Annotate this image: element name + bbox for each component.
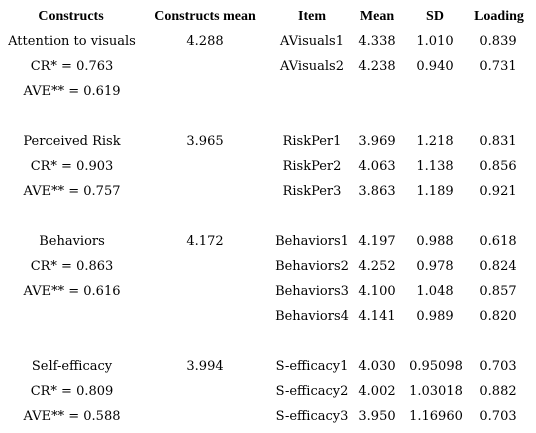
item-mean: 4.141 [358, 309, 396, 324]
item-mean: 4.238 [358, 59, 396, 74]
item-sd: 1.138 [416, 159, 454, 174]
item-loading: 0.703 [479, 409, 517, 424]
item-loading: 0.820 [479, 309, 517, 324]
construct-name: Attention to visuals [8, 34, 136, 49]
construct-cr: CR* = 0.863 [30, 259, 114, 274]
item-mean: 4.100 [358, 284, 396, 299]
item-sd: 0.978 [416, 259, 454, 274]
item-sd: 0.940 [416, 59, 454, 74]
item-mean: 3.950 [358, 409, 396, 424]
construct-ave: AVE** = 0.588 [23, 409, 121, 424]
item-name: Behaviors1 [275, 234, 349, 249]
item-mean: 4.063 [358, 159, 396, 174]
construct-ave: AVE** = 0.619 [23, 84, 121, 99]
item-name: RiskPer2 [282, 159, 342, 174]
item-mean: 4.252 [358, 259, 396, 274]
item-loading: 0.921 [479, 184, 517, 199]
item-name: S-efficacy2 [275, 384, 349, 399]
header-loading: Loading [474, 9, 524, 24]
header-constructs: Constructs [38, 9, 104, 24]
item-name: Behaviors2 [275, 259, 349, 274]
construct-cr: CR* = 0.763 [30, 59, 114, 74]
construct-mean: 4.288 [186, 34, 224, 49]
item-sd: 0.988 [416, 234, 454, 249]
item-name: Behaviors3 [275, 284, 349, 299]
item-loading: 0.857 [479, 284, 517, 299]
item-mean: 3.863 [358, 184, 396, 199]
item-loading: 0.703 [479, 359, 517, 374]
header-mean: Mean [359, 9, 395, 24]
item-name: S-efficacy1 [275, 359, 349, 374]
item-loading: 0.839 [479, 34, 517, 49]
construct-ave: AVE** = 0.757 [23, 184, 121, 199]
item-sd: 0.989 [416, 309, 454, 324]
construct-mean: 3.965 [186, 134, 224, 149]
construct-mean: 3.994 [186, 359, 224, 374]
item-name: RiskPer3 [282, 184, 342, 199]
item-sd: 1.010 [416, 34, 454, 49]
item-sd: 1.189 [416, 184, 454, 199]
construct-name: Self-efficacy [31, 359, 113, 374]
construct-cr: CR* = 0.903 [30, 159, 114, 174]
header-constructs-mean: Constructs mean [154, 9, 256, 24]
item-sd: 1.218 [416, 134, 454, 149]
construct-name: Behaviors [39, 234, 105, 249]
construct-name: Perceived Risk [23, 134, 121, 149]
item-loading: 0.824 [479, 259, 517, 274]
item-name: RiskPer1 [282, 134, 342, 149]
item-name: AVisuals1 [280, 34, 344, 49]
construct-ave: AVE** = 0.616 [23, 284, 121, 299]
item-name: Behaviors4 [275, 309, 349, 324]
construct-cr: CR* = 0.809 [30, 384, 114, 399]
item-loading: 0.831 [479, 134, 517, 149]
header-sd: SD [426, 9, 444, 24]
item-sd: 1.03018 [409, 384, 463, 399]
item-loading: 0.882 [479, 384, 517, 399]
item-sd: 1.16960 [409, 409, 463, 424]
item-loading: 0.618 [479, 234, 517, 249]
item-sd: 0.95098 [409, 359, 463, 374]
item-name: AVisuals2 [280, 59, 344, 74]
item-mean: 4.002 [358, 384, 396, 399]
item-mean: 3.969 [358, 134, 396, 149]
item-mean: 4.197 [358, 234, 396, 249]
item-mean: 4.338 [358, 34, 396, 49]
item-mean: 4.030 [358, 359, 396, 374]
construct-mean: 4.172 [186, 234, 224, 249]
item-name: S-efficacy3 [275, 409, 349, 424]
item-sd: 1.048 [416, 284, 454, 299]
header-item: Item [298, 9, 326, 24]
item-loading: 0.731 [479, 59, 517, 74]
item-loading: 0.856 [479, 159, 517, 174]
